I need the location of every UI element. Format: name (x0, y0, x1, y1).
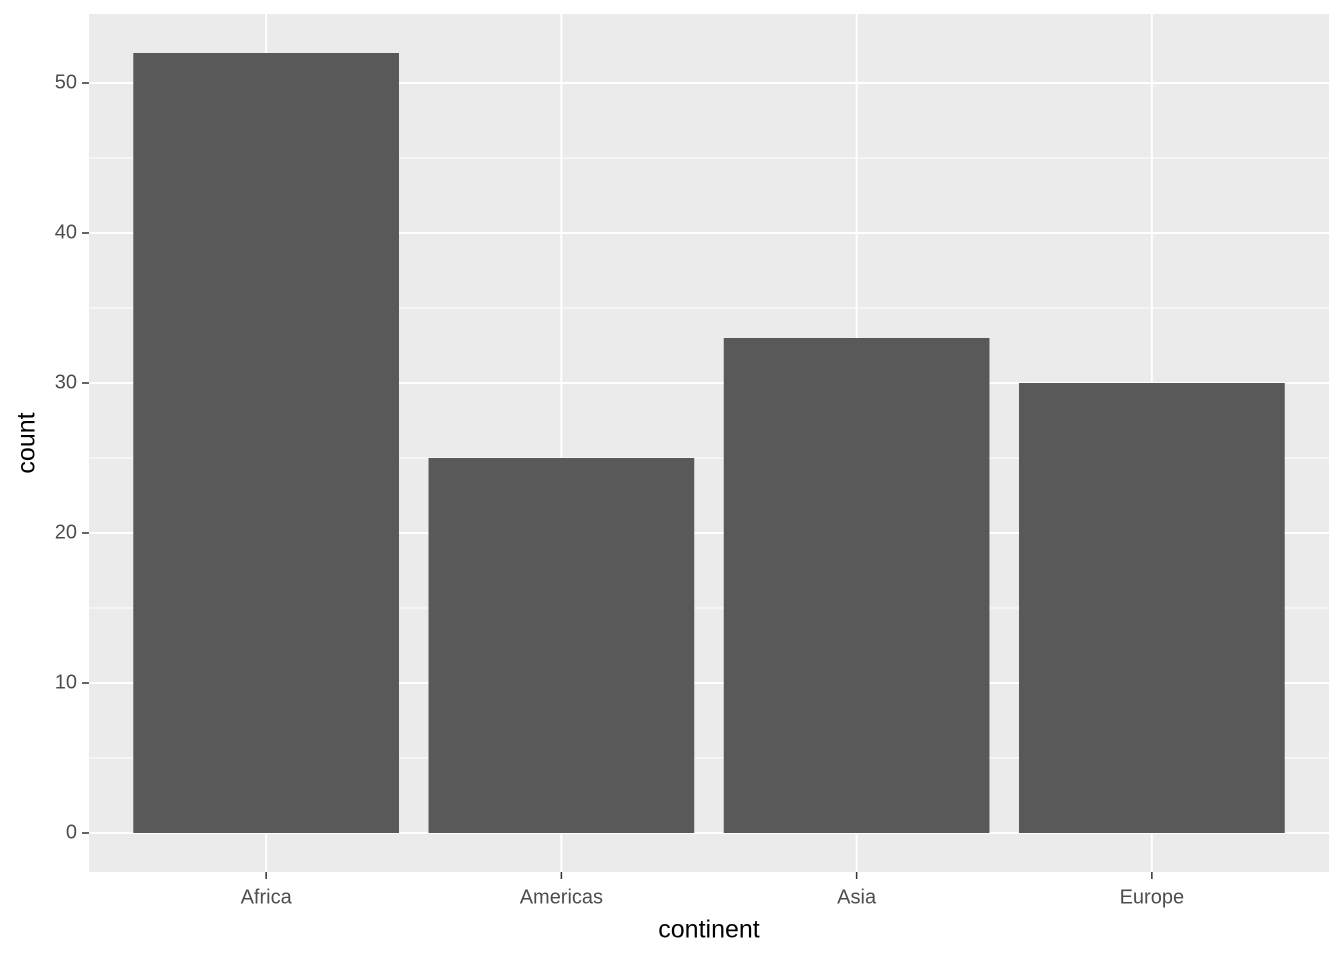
y-tick-label: 50 (55, 71, 77, 93)
y-tick-label: 10 (55, 671, 77, 693)
y-tick-label: 20 (55, 521, 77, 543)
y-tick-label: 30 (55, 371, 77, 393)
bar (428, 458, 695, 833)
marks (133, 53, 1285, 833)
x-tick-label: Europe (1120, 886, 1185, 908)
x-axis-title: continent (658, 916, 760, 944)
bar (133, 53, 400, 833)
x-tick-label: Asia (837, 886, 877, 908)
y-axis-title: count (13, 412, 41, 473)
y-tick-label: 0 (66, 821, 77, 843)
y-tick-label: 40 (55, 221, 77, 243)
x-tick-label: Africa (241, 886, 293, 908)
bar (1019, 383, 1285, 833)
x-tick-label: Americas (520, 886, 603, 908)
bar (723, 338, 990, 833)
